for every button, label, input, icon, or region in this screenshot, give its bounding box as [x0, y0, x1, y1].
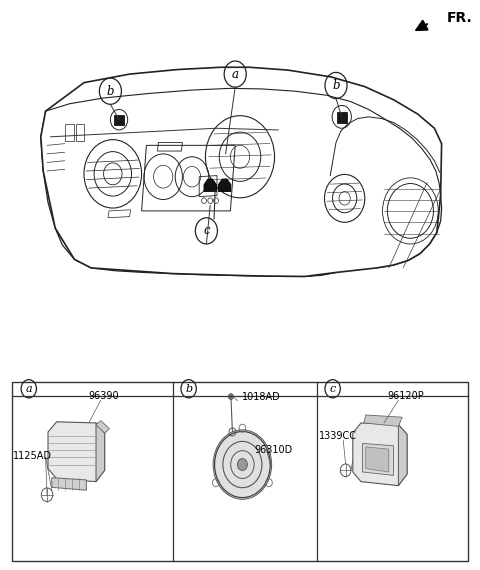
Text: c: c: [203, 225, 210, 237]
Text: FR.: FR.: [446, 11, 472, 25]
Bar: [337, 112, 347, 123]
Circle shape: [213, 430, 272, 499]
Text: b: b: [332, 79, 340, 92]
Polygon shape: [204, 179, 216, 192]
Text: a: a: [232, 68, 239, 80]
Bar: [114, 115, 124, 125]
Text: a: a: [25, 384, 32, 394]
Text: b: b: [107, 85, 114, 97]
Polygon shape: [41, 111, 442, 276]
Text: 96120P: 96120P: [387, 391, 424, 401]
Text: 1339CC: 1339CC: [319, 431, 358, 441]
Text: 1125AD: 1125AD: [13, 451, 52, 461]
Polygon shape: [48, 422, 105, 482]
Polygon shape: [41, 67, 442, 276]
Circle shape: [238, 459, 247, 470]
Text: 96310D: 96310D: [254, 445, 293, 455]
Polygon shape: [218, 179, 231, 192]
Polygon shape: [96, 423, 105, 482]
Text: b: b: [185, 384, 192, 394]
Polygon shape: [96, 421, 109, 433]
Text: c: c: [329, 384, 336, 394]
Polygon shape: [398, 425, 407, 486]
Polygon shape: [353, 423, 407, 486]
Polygon shape: [52, 478, 86, 490]
Polygon shape: [362, 443, 394, 475]
Polygon shape: [364, 415, 402, 426]
Polygon shape: [366, 447, 389, 472]
Bar: [12, 382, 468, 561]
Text: 96390: 96390: [88, 391, 119, 401]
Circle shape: [228, 394, 233, 400]
Text: 1018AD: 1018AD: [242, 392, 281, 402]
